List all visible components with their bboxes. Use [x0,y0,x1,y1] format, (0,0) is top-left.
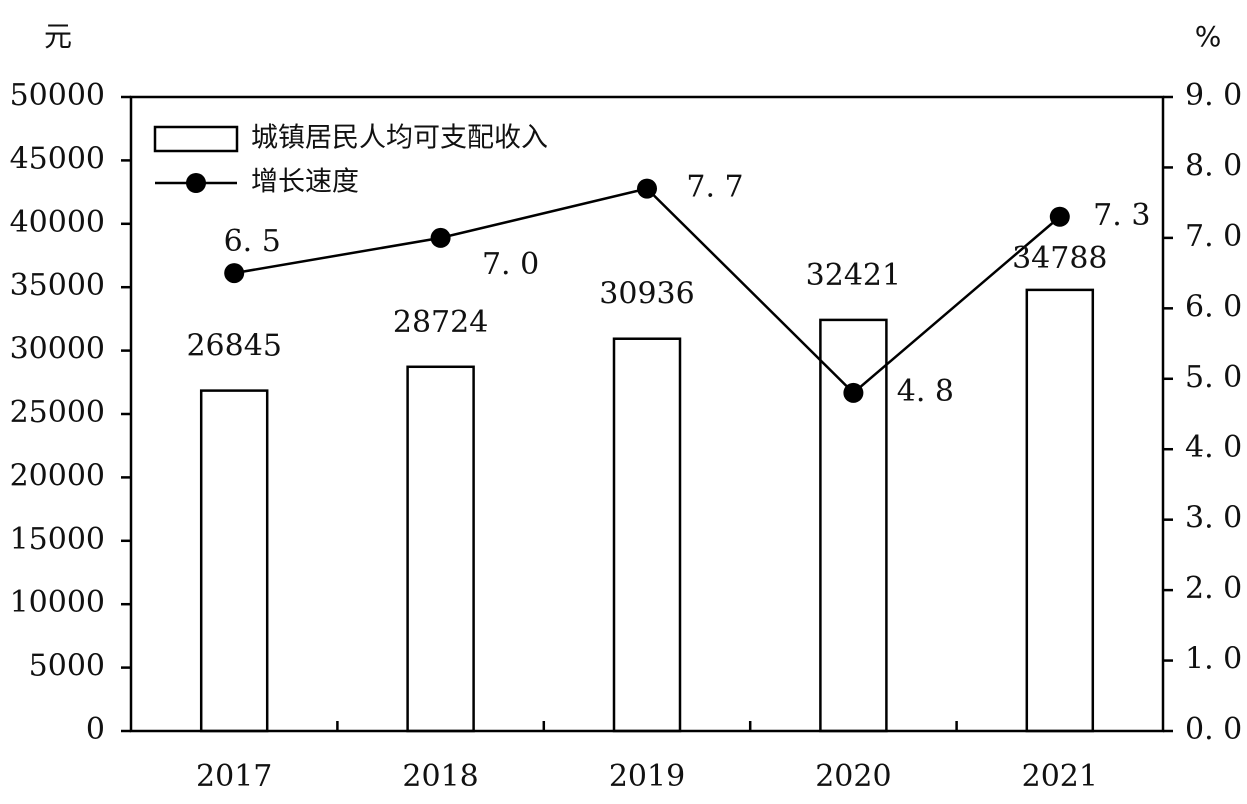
x-axis-label-2020: 2020 [815,759,891,794]
line-layer [224,178,1070,403]
axes-layer [121,95,1173,733]
text-layer: 0 5000 10000 15000 20000 25000 30000 35000 40000… [10,20,1243,794]
income-bar-2021 [1025,288,1095,733]
income-value-label: 26845 [186,329,281,364]
growth-point-2017 [224,263,245,284]
left-axis-tick-label: 20000 [10,458,105,493]
income-bar-2018 [406,365,475,733]
x-axis-label-2017: 2017 [196,759,272,794]
legend-bar-label: 城镇居民人均可支配收入 [251,123,548,154]
right-axis-tick-label: 9. 0 [1185,78,1242,113]
left-axis-tick-label: 40000 [10,205,105,240]
income-value-label: 28724 [393,305,488,340]
right-axis-tick-label: 7. 0 [1185,219,1242,254]
right-axis-tick-label: 8. 0 [1185,148,1242,183]
right-axis-tick-label: 1. 0 [1185,642,1242,677]
left-axis-tick-label: 0 [86,712,105,747]
right-axis-tick-label: 5. 0 [1185,360,1242,395]
x-axis-label-2019: 2019 [609,759,685,794]
right-axis-tick-label: 2. 0 [1185,571,1242,606]
left-axis-tick-label: 35000 [10,268,105,303]
left-axis-tick-label: 10000 [10,585,105,620]
left-axis-tick-label: 30000 [10,332,105,367]
left-axis-tick-label: 45000 [10,141,105,176]
left-axis-tick-label: 5000 [29,649,105,684]
x-axis-label-2018: 2018 [402,759,478,794]
legend-line-marker [186,173,206,193]
income-value-label: 30936 [599,277,694,312]
right-axis-tick-label: 6. 0 [1185,289,1242,324]
legend-bar-swatch [153,125,239,153]
x-axis-label-2021: 2021 [1022,759,1098,794]
income-bar-2017 [199,389,269,733]
growth-value-label: 6. 5 [224,224,281,259]
left-axis-tick-label: 15000 [10,522,105,557]
right-axis-unit: % [1195,20,1222,53]
growth-point-2018 [430,227,451,248]
left-axis-tick-label: 25000 [10,395,105,430]
left-axis-tick-label: 50000 [10,78,105,113]
growth-value-label: 7. 3 [1093,198,1150,233]
right-axis-tick-label: 4. 0 [1185,430,1242,465]
right-axis-tick-label: 0. 0 [1185,712,1242,747]
growth-point-2021 [1049,206,1070,227]
growth-value-label: 7. 0 [482,247,539,282]
growth-value-label: 7. 7 [686,170,743,205]
growth-point-2019 [637,178,657,199]
growth-point-2020 [843,382,864,403]
bars-layer [199,288,1095,733]
left-axis-unit: 元 [44,20,72,53]
growth-value-label: 4. 8 [897,374,954,409]
income-value-label: 32421 [806,258,901,293]
income-value-label: 34788 [1012,241,1107,276]
right-axis-tick-label: 3. 0 [1185,501,1242,536]
income-bar-2020 [819,318,888,733]
income-bar-2019 [612,337,682,733]
legend-line-label: 增长速度 [251,167,359,198]
